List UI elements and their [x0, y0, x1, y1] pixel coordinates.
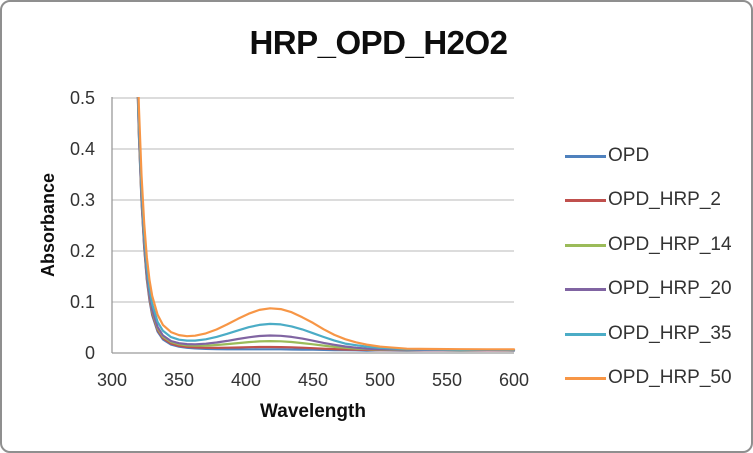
legend-item[interactable]: OPD_HRP_14: [565, 233, 732, 257]
legend-item-label: OPD_HRP_35: [608, 323, 732, 344]
legend-item[interactable]: OPD_HRP_2: [565, 188, 721, 212]
chart-title[interactable]: HRP_OPD_H2O2: [249, 24, 508, 61]
legend-item-label: OPD_HRP_2: [608, 189, 721, 210]
legend-item-label: OPD_HRP_20: [608, 278, 732, 299]
y-tick-label: 0.5: [69, 88, 95, 108]
x-tick-label: 500: [364, 370, 396, 390]
y-axis-title: Absorbance: [38, 172, 58, 278]
axis-lines: [111, 97, 514, 354]
legend-color-swatch: [565, 287, 606, 291]
x-axis-title: Wavelength: [260, 401, 366, 422]
legend-item[interactable]: OPD_HRP_50: [565, 366, 732, 390]
y-tick-label: 0.1: [69, 292, 95, 312]
y-tick-label: 0.3: [69, 190, 95, 210]
gridlines: [112, 97, 514, 303]
legend-item[interactable]: OPD_HRP_20: [565, 277, 732, 301]
y-tick-label: 0: [84, 343, 95, 363]
legend-color-swatch: [565, 376, 606, 380]
x-tick-label: 300: [96, 370, 128, 390]
x-tick-label: 350: [163, 370, 195, 390]
legend-item[interactable]: OPD_HRP_35: [565, 322, 732, 346]
y-tick-label: 0.4: [69, 139, 95, 159]
legend-color-swatch: [565, 154, 606, 158]
legend-color-swatch: [565, 332, 606, 336]
legend-item-label: OPD_HRP_50: [608, 367, 732, 388]
x-tick-label: 400: [230, 370, 262, 390]
legend-item[interactable]: OPD: [565, 144, 649, 168]
series-lines: [136, 97, 516, 352]
legend-item-label: OPD: [608, 145, 650, 166]
x-tick-label: 600: [498, 370, 530, 390]
legend-item-label: OPD_HRP_14: [608, 234, 732, 255]
x-tick-label: 450: [297, 370, 329, 390]
y-tick-label: 0.2: [69, 241, 95, 261]
legend-color-swatch: [565, 198, 606, 202]
legend-color-swatch: [565, 243, 606, 247]
x-tick-label: 550: [431, 370, 463, 390]
